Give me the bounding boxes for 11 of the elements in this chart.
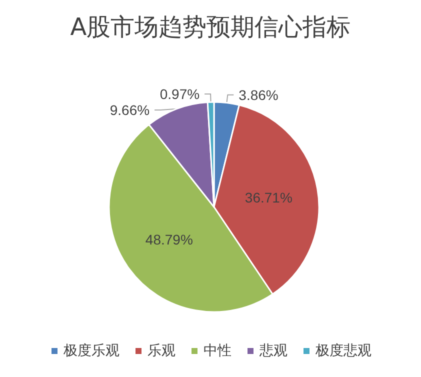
- legend-label: 极度悲观: [314, 343, 372, 359]
- chart-title: A股市场趋势预期信心指标: [70, 13, 351, 41]
- legend-label: 悲观: [258, 343, 288, 359]
- legend-label: 乐观: [148, 343, 176, 359]
- data-label: 0.97%: [160, 86, 200, 102]
- legend-label: 中性: [204, 343, 232, 359]
- data-label: 3.86%: [238, 86, 278, 103]
- data-label: 9.66%: [110, 102, 150, 118]
- data-label: 36.71%: [244, 189, 292, 206]
- legend-label: 极度乐观: [62, 343, 120, 359]
- data-label: 48.79%: [145, 232, 193, 248]
